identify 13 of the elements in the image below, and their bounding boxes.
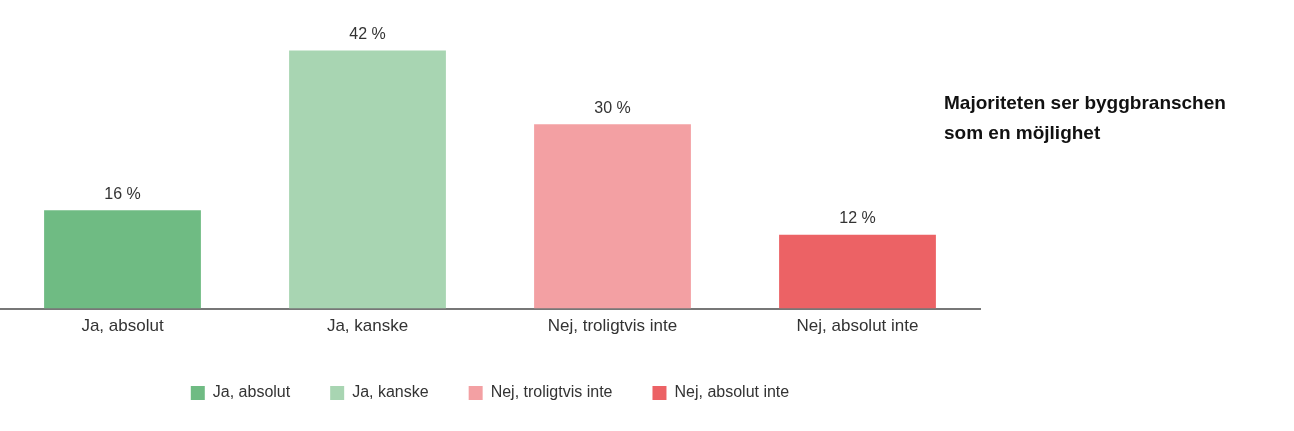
text: Majoriteten ser byggbranschen som en möjlighet <box>944 91 1227 145</box>
data-label: 16 % <box>104 184 141 202</box>
data-label: 42 % <box>349 24 386 42</box>
data-label: 30 % <box>594 98 631 116</box>
x-tick-label: Ja, absolut <box>81 316 164 336</box>
x-tick-label: Nej, absolut inte <box>796 316 919 336</box>
legend-label: Nej, absolut inte <box>674 383 790 401</box>
x-tick-label: Ja, kanske <box>326 316 409 336</box>
legend-label: Ja, kanske <box>352 383 429 401</box>
x-tick-label: Nej, troligtvis inte <box>547 316 678 336</box>
legend-label: Nej, troligtvis inte <box>490 383 613 401</box>
legend-label: Ja, absolut <box>212 383 291 401</box>
data-label: 12 % <box>839 209 876 227</box>
